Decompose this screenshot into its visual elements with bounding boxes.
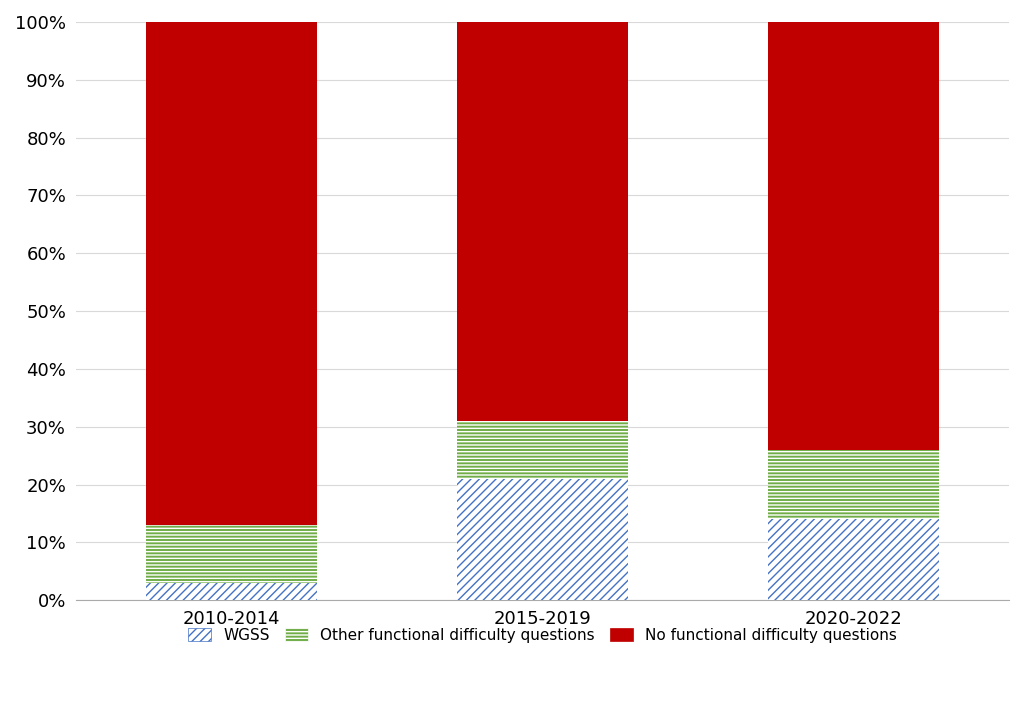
Bar <box>457 421 628 479</box>
Bar <box>768 22 939 450</box>
Bar <box>768 520 939 601</box>
Bar <box>457 22 628 421</box>
Bar <box>768 450 939 520</box>
Bar <box>457 479 628 601</box>
Bar <box>145 525 316 583</box>
Legend: WGSS, Other functional difficulty questions, No functional difficulty questions: WGSS, Other functional difficulty questi… <box>180 620 904 650</box>
Bar <box>457 421 628 479</box>
Bar <box>768 450 939 520</box>
Bar <box>145 583 316 601</box>
Bar <box>145 22 316 525</box>
Bar <box>145 525 316 583</box>
